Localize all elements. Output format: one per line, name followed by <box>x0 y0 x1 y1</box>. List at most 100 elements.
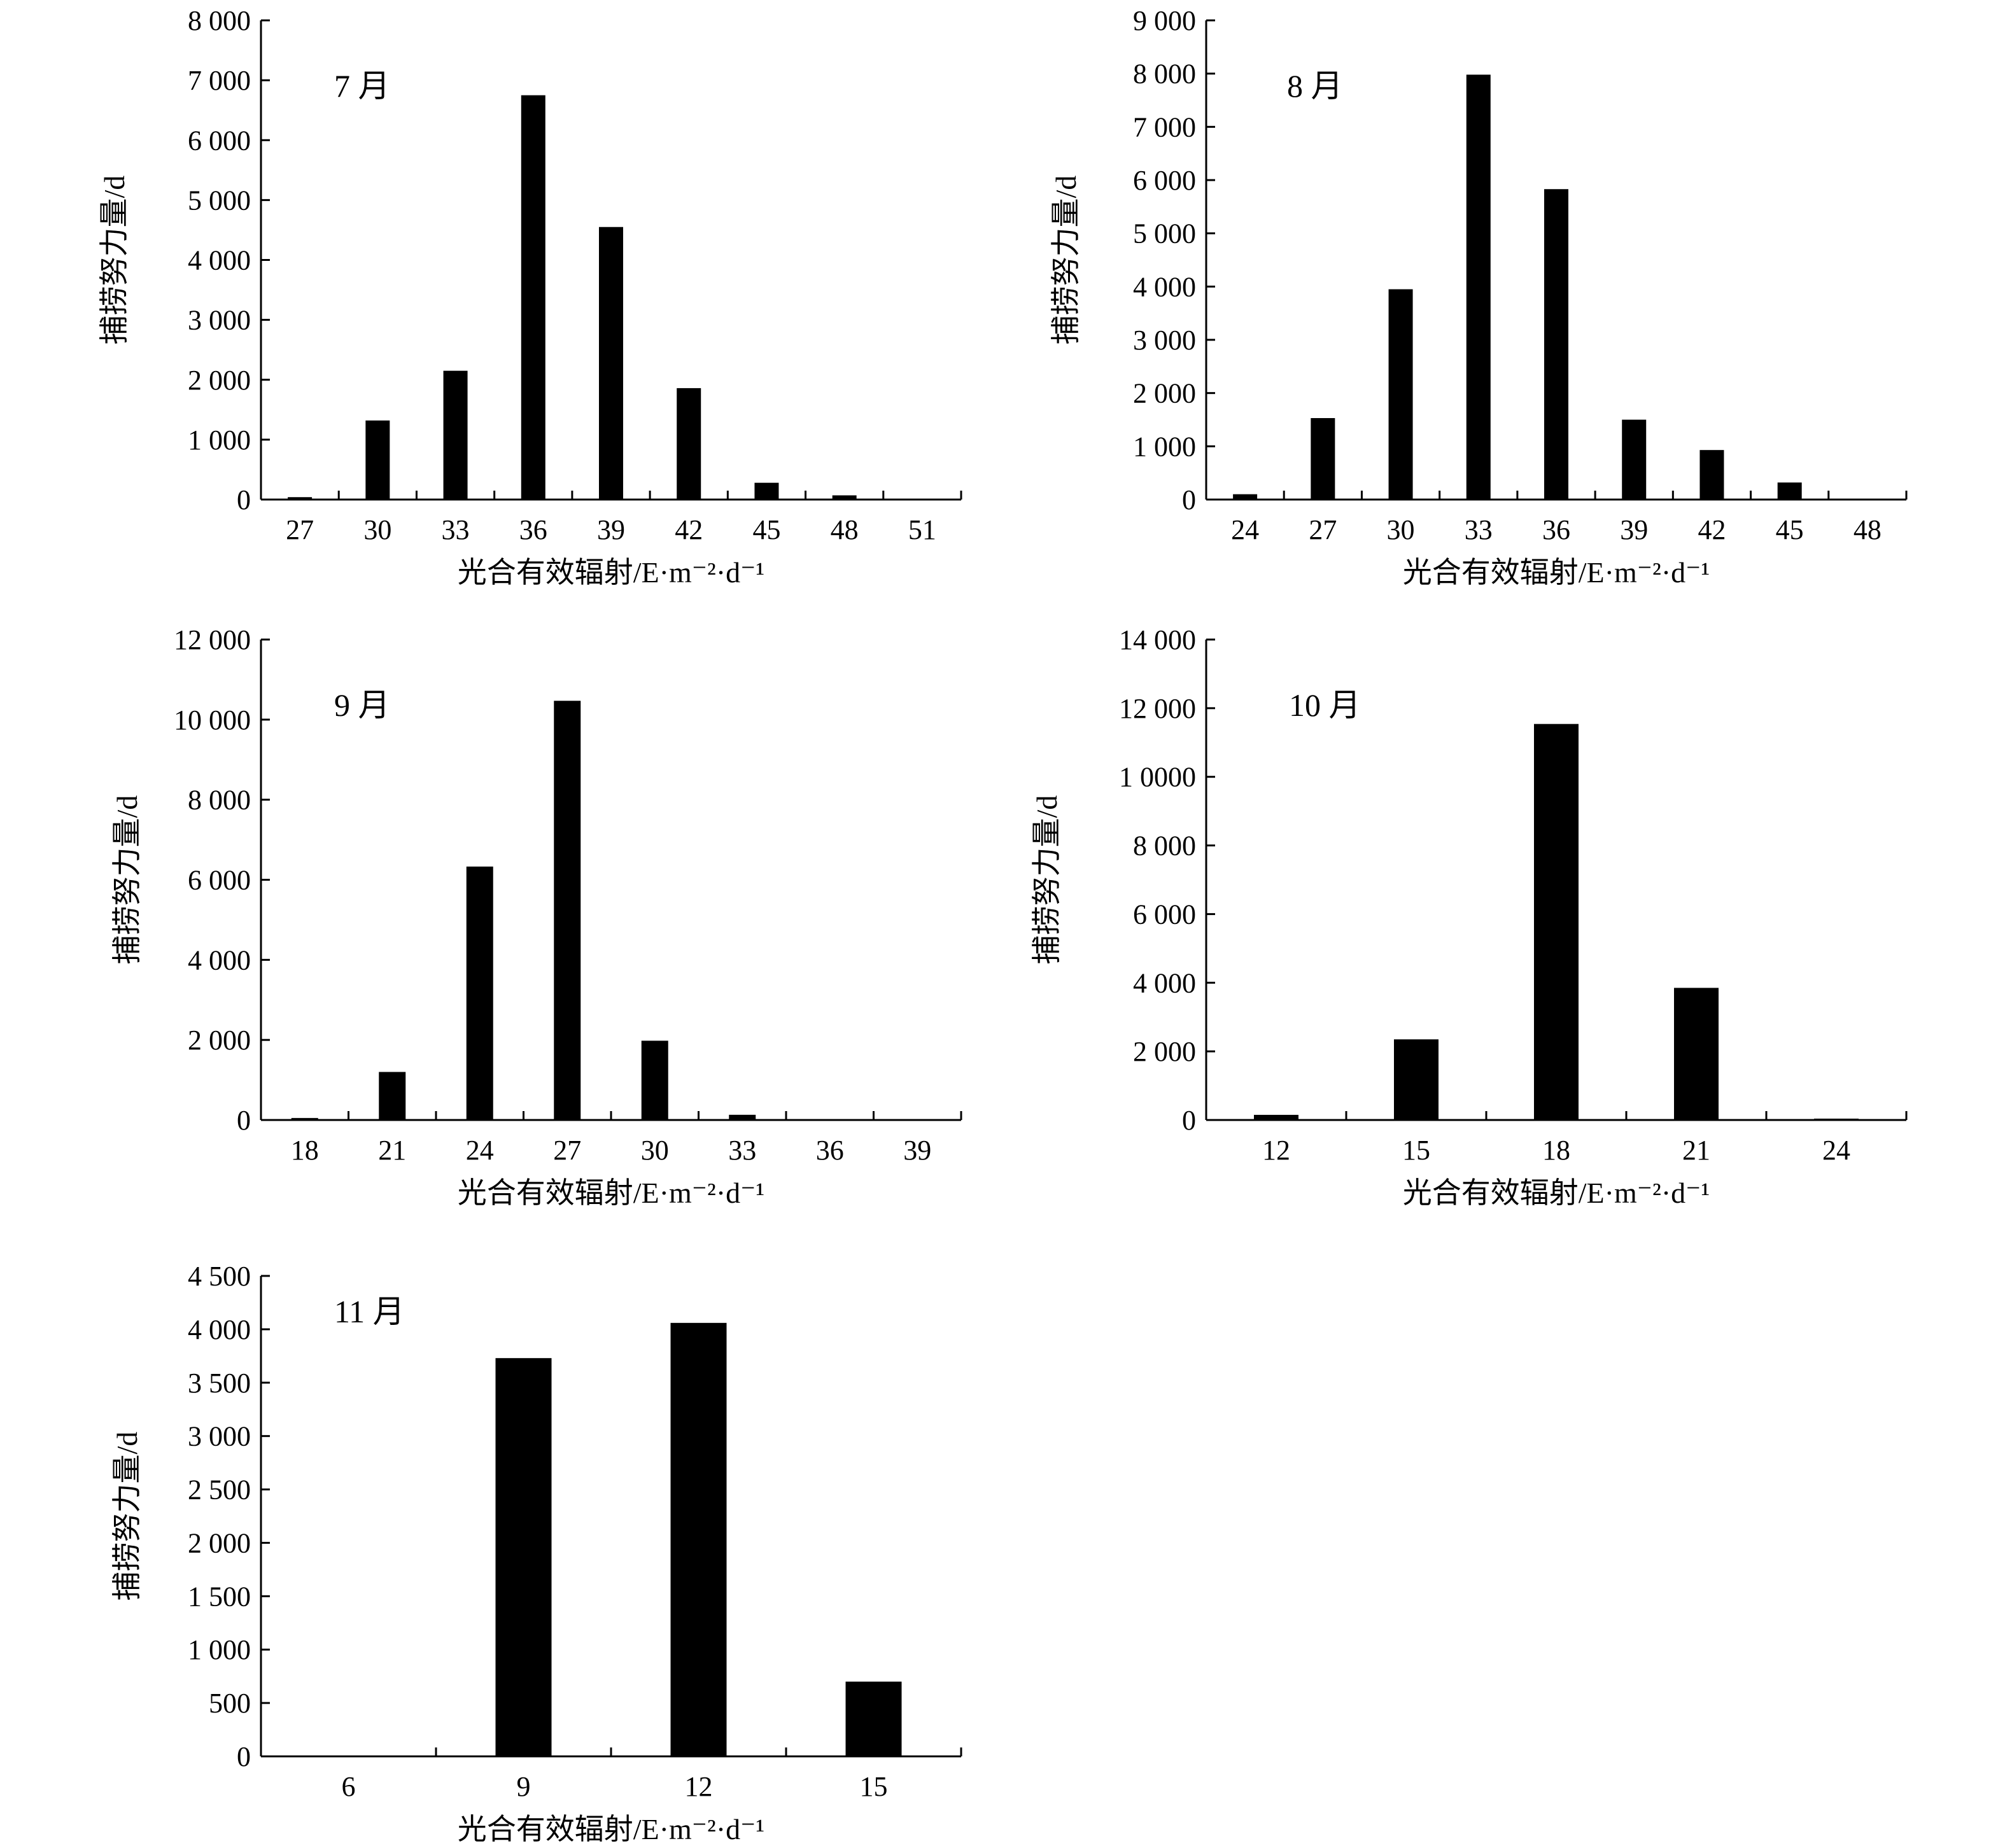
y-tick-label: 4 000 <box>188 944 251 976</box>
y-tick-label: 5 000 <box>1133 218 1196 249</box>
y-tick-label: 1 000 <box>1133 431 1196 462</box>
x-tick-label: 39 <box>1620 514 1648 545</box>
x-tick-label: 27 <box>553 1135 581 1166</box>
bar-45 <box>1777 482 1802 500</box>
bar-12 <box>1254 1114 1298 1120</box>
bar-39 <box>599 227 623 500</box>
chart-panel-1: 0 1 000 2 000 3 000 4 000 5 000 6 000 7 000 8 00… <box>98 5 962 589</box>
y-tick-label: 4 000 <box>188 245 251 276</box>
y-tick-label: 5 000 <box>188 185 251 216</box>
y-tick-label: 0 <box>237 484 251 515</box>
y-tick-label: 8 000 <box>188 785 251 816</box>
bar-12 <box>670 1322 727 1756</box>
x-tick-label: 36 <box>816 1135 844 1166</box>
x-tick-label: 33 <box>1465 514 1493 545</box>
x-tick-label: 15 <box>1402 1135 1430 1166</box>
y-axis-title: 捕捞努力量/d <box>1050 176 1082 345</box>
bar-33 <box>1466 74 1491 500</box>
chart-panel-3: 0 2 000 4 000 6 000 8 000 10 000 12 000 18 21 24 2… <box>111 624 962 1209</box>
x-axis-title: 光合有效辐射/E·m⁻²·d⁻¹ <box>1403 556 1710 589</box>
x-tick-label: 45 <box>752 514 780 545</box>
y-tick-label: 4 000 <box>188 1314 251 1345</box>
x-tick-label: 9 <box>517 1771 531 1802</box>
y-tick-label: 2 000 <box>188 1025 251 1056</box>
y-tick-label: 8 000 <box>1133 830 1196 862</box>
panel-month-label: 10 月 <box>1289 687 1361 723</box>
x-tick-label: 30 <box>641 1135 669 1166</box>
y-tick-label: 6 000 <box>188 865 251 896</box>
x-tick-label: 24 <box>466 1135 494 1166</box>
y-tick-label: 1 0000 <box>1119 762 1196 793</box>
bar-33 <box>729 1114 756 1120</box>
y-tick-label: 3 000 <box>1133 325 1196 356</box>
x-tick-label: 30 <box>1387 514 1415 545</box>
x-tick-label: 42 <box>675 514 703 545</box>
bar-24 <box>466 866 493 1120</box>
y-tick-label: 2 000 <box>188 1527 251 1558</box>
y-tick-label: 0 <box>237 1741 251 1772</box>
bar-18 <box>1534 724 1579 1120</box>
bar-30 <box>1388 289 1413 500</box>
bar-27 <box>288 497 313 500</box>
x-tick-label: 39 <box>903 1135 931 1166</box>
x-tick-label: 21 <box>378 1135 406 1166</box>
chart-panel-2: 0 1 000 2 000 3 000 4 000 5 000 6 000 7 000 8 00… <box>1050 5 1908 589</box>
x-tick-label: 33 <box>728 1135 756 1166</box>
y-tick-label: 9 000 <box>1133 5 1196 36</box>
x-tick-label: 36 <box>519 514 547 545</box>
bar-21 <box>379 1072 406 1120</box>
x-tick-label: 18 <box>291 1135 319 1166</box>
x-tick-label: 24 <box>1231 514 1259 545</box>
x-tick-label: 15 <box>860 1771 888 1802</box>
bar-9 <box>495 1358 552 1756</box>
y-axis-title: 捕捞努力量/d <box>98 176 130 345</box>
bar-39 <box>1622 419 1647 500</box>
bar-30 <box>365 420 390 500</box>
chart-panel-4: 0 2 000 4 000 6 000 8 000 1 0000 12 000 14 000 1… <box>1031 624 1908 1209</box>
y-tick-label: 1 000 <box>188 424 251 456</box>
y-tick-label: 6 000 <box>1133 899 1196 930</box>
bar-27 <box>1311 417 1335 500</box>
x-axis-title: 光合有效辐射/E·m⁻²·d⁻¹ <box>458 556 764 589</box>
x-tick-label: 27 <box>1309 514 1337 545</box>
y-tick-label: 3 000 <box>188 305 251 336</box>
bar-24 <box>1233 494 1258 500</box>
x-tick-label: 6 <box>342 1771 356 1802</box>
y-tick-label: 12 000 <box>1119 693 1196 724</box>
x-axis-title: 光合有效辐射/E·m⁻²·d⁻¹ <box>458 1177 764 1209</box>
y-tick-label: 0 <box>1182 484 1196 515</box>
y-tick-label: 7 000 <box>188 65 251 96</box>
x-axis-title: 光合有效辐射/E·m⁻²·d⁻¹ <box>1403 1177 1710 1209</box>
panel-month-label: 8 月 <box>1287 68 1343 104</box>
y-tick-label: 4 500 <box>188 1261 251 1292</box>
x-tick-label: 27 <box>286 514 314 545</box>
x-tick-label: 30 <box>363 514 391 545</box>
y-tick-label: 10 000 <box>174 704 251 736</box>
bar-21 <box>1674 988 1719 1120</box>
chart-panel-5: 0 500 1 000 1 500 2 000 2 500 3 000 3 500 4 000 4… <box>111 1261 962 1845</box>
y-tick-label: 3 000 <box>188 1421 251 1452</box>
y-axis-title: 捕捞努力量/d <box>1031 795 1063 965</box>
bar-36 <box>521 95 545 500</box>
bar-30 <box>641 1040 668 1120</box>
x-tick-label: 45 <box>1776 514 1804 545</box>
y-tick-label: 12 000 <box>174 624 251 655</box>
y-tick-label: 2 000 <box>1133 1036 1196 1067</box>
y-tick-label: 0 <box>237 1105 251 1136</box>
y-tick-label: 6 000 <box>1133 165 1196 196</box>
y-tick-label: 7 000 <box>1133 111 1196 143</box>
panel-month-label: 9 月 <box>334 687 390 723</box>
y-tick-label: 500 <box>209 1688 251 1719</box>
y-tick-label: 2 500 <box>188 1474 251 1506</box>
x-tick-label: 12 <box>1262 1135 1290 1166</box>
y-tick-label: 1 500 <box>188 1581 251 1612</box>
y-tick-label: 8 000 <box>188 5 251 36</box>
bar-42 <box>1699 450 1724 500</box>
bar-24 <box>1814 1118 1859 1120</box>
y-tick-label: 2 000 <box>1133 378 1196 409</box>
bar-45 <box>754 482 779 500</box>
bar-15 <box>845 1681 902 1756</box>
y-tick-label: 8 000 <box>1133 59 1196 90</box>
bar-48 <box>832 495 857 500</box>
y-tick-label: 1 000 <box>188 1634 251 1665</box>
